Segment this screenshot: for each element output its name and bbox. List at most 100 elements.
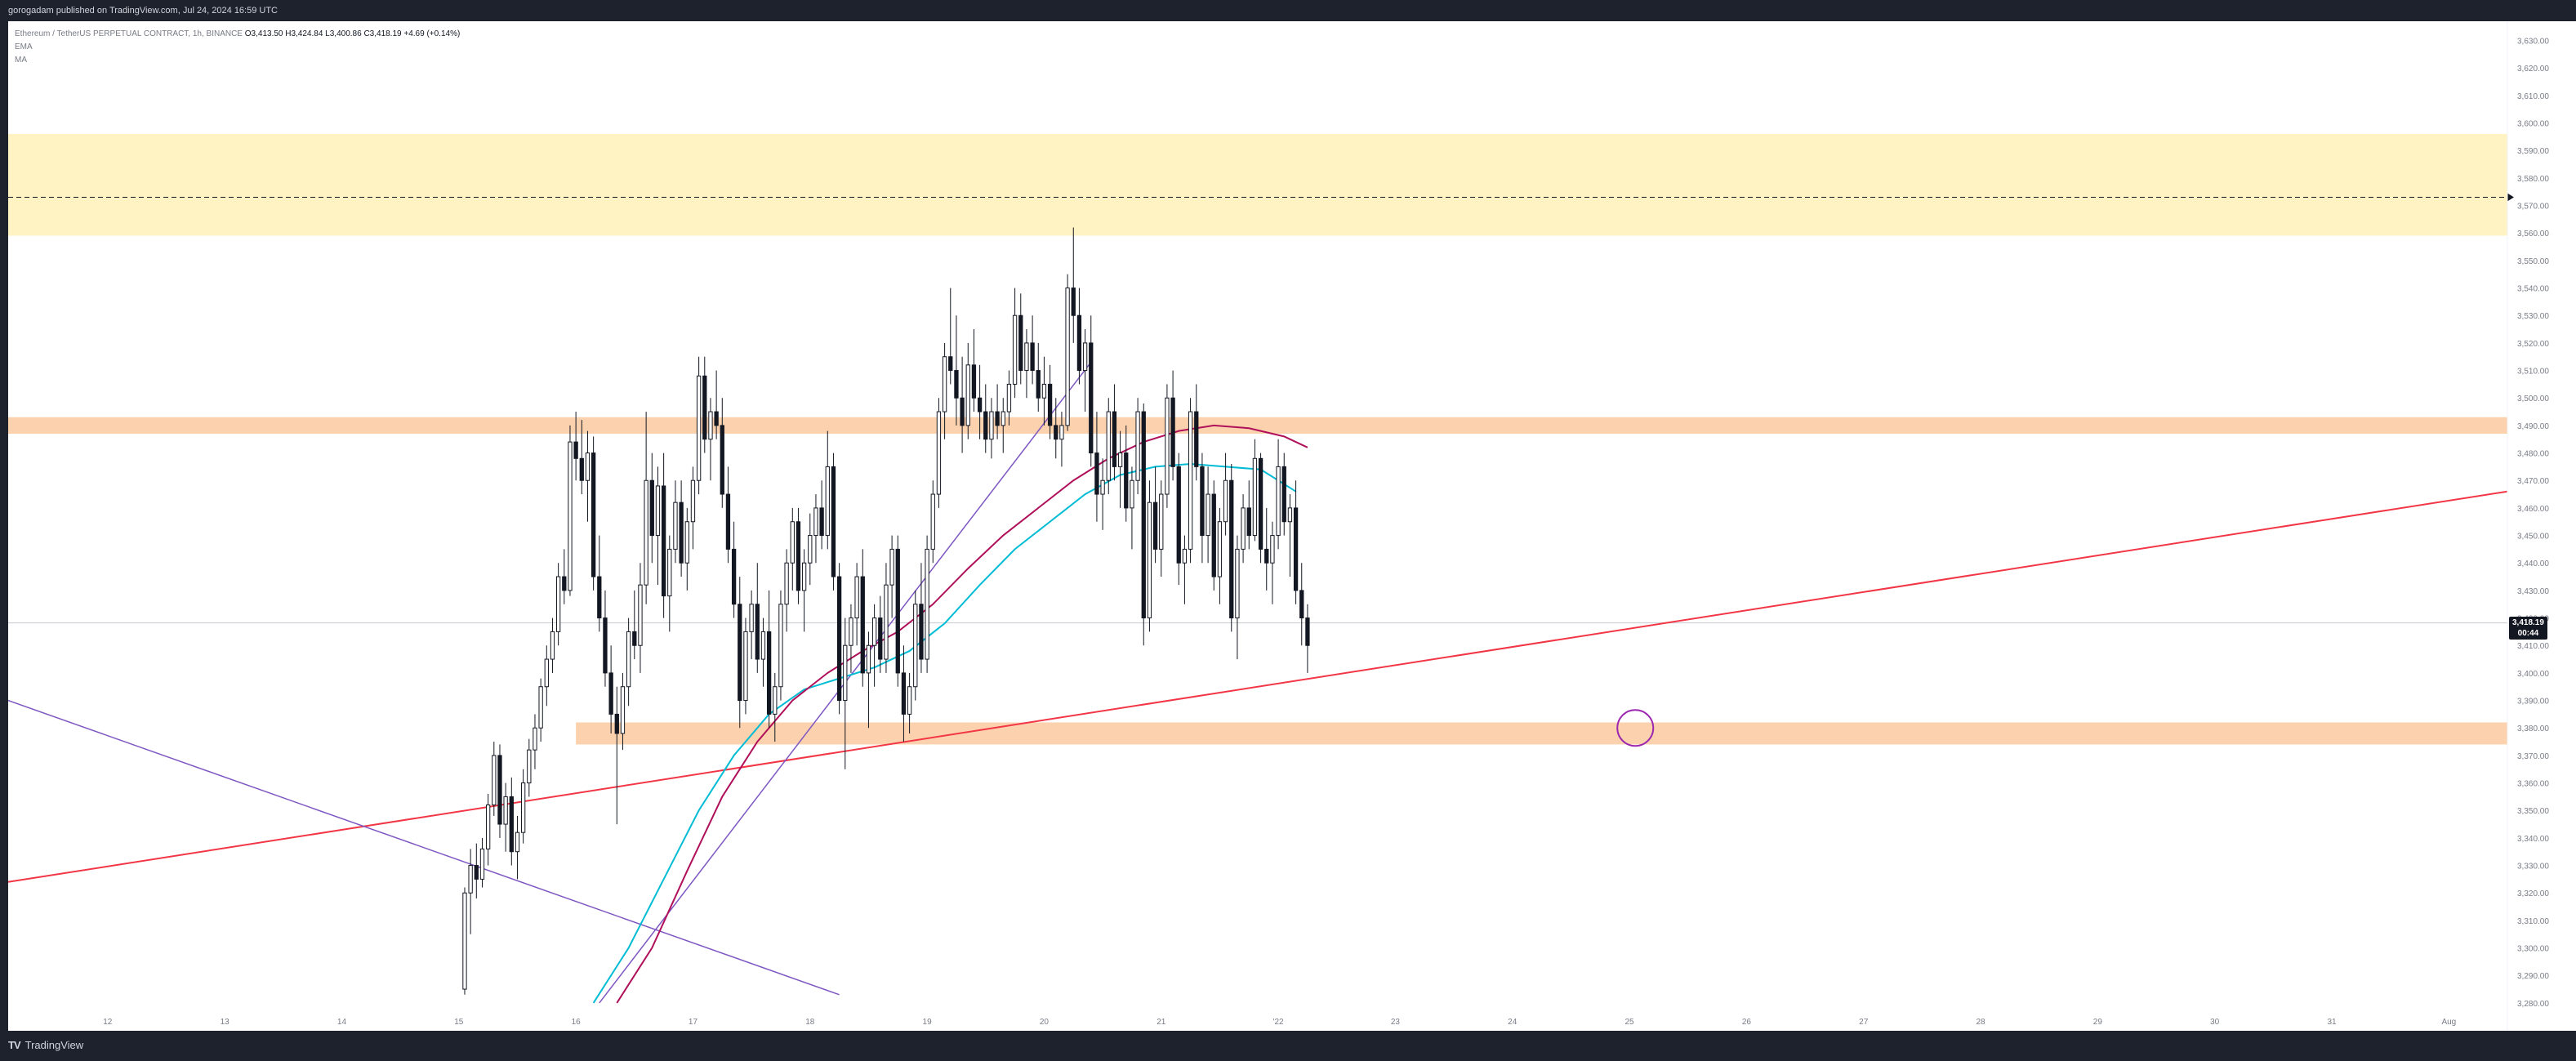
candle — [1001, 398, 1005, 453]
candle — [1299, 563, 1304, 646]
candle-body-up — [585, 452, 591, 481]
candle — [825, 430, 830, 550]
candle-body-down — [831, 466, 836, 577]
candle — [562, 549, 567, 604]
candle — [1270, 521, 1275, 604]
ema-legend-item[interactable]: EMA — [15, 42, 33, 51]
candle-body-up — [989, 411, 994, 440]
tradingview-logo-icon: TV — [8, 1039, 21, 1051]
candle-body-down — [1305, 617, 1310, 646]
candle-body-up — [825, 466, 830, 537]
candle-body-down — [720, 425, 724, 495]
brand-name: TradingView — [25, 1039, 84, 1051]
price-tick-label: 3,340.00 — [2517, 835, 2549, 844]
chart-area[interactable]: 3,280.00 3,290.00 3,300.00 3,310.00 3,320.00… — [8, 21, 2576, 1031]
time-tick-label: 12 — [103, 1018, 113, 1027]
candle-body-down — [738, 604, 742, 702]
candle-body-down — [1211, 493, 1216, 577]
candle-body-up — [492, 755, 497, 806]
candle — [1076, 288, 1082, 385]
time-tick-label: 18 — [805, 1018, 815, 1027]
candle-body-down — [649, 479, 654, 537]
candle — [773, 672, 778, 742]
candle-body-up — [667, 548, 672, 597]
candle-body-down — [971, 364, 977, 399]
candle-body-down — [1258, 457, 1263, 550]
candle — [462, 887, 467, 995]
candle-body-up — [907, 686, 912, 715]
candle-body-down — [597, 576, 602, 619]
price-tick-label: 3,450.00 — [2517, 533, 2549, 542]
candle — [913, 590, 918, 701]
ma-line — [616, 424, 1308, 1004]
candle — [568, 425, 573, 596]
footer-bar: TV TradingView — [0, 1031, 2576, 1061]
price-tick-label: 3,470.00 — [2517, 477, 2549, 486]
candle — [725, 466, 731, 564]
candle — [1141, 403, 1146, 646]
candle — [1094, 412, 1099, 522]
candle — [702, 356, 707, 453]
symbol-row[interactable]: Ethereum / TetherUS PERPETUAL CONTRACT, … — [15, 28, 460, 41]
price-tick-label: 3,550.00 — [2517, 257, 2549, 266]
candle — [520, 769, 526, 844]
price-tick-label: 3,600.00 — [2517, 120, 2549, 129]
candle-body-up — [1065, 288, 1070, 426]
candle — [895, 535, 900, 687]
candle-body-down — [661, 485, 666, 597]
candle — [1188, 398, 1193, 564]
candle-body-up — [1147, 502, 1152, 619]
candle-body-up — [1270, 535, 1275, 564]
candle — [527, 738, 532, 797]
candle — [1147, 480, 1152, 632]
candle — [1030, 315, 1035, 385]
candle-body-down — [614, 713, 619, 734]
candle-body-down — [1124, 452, 1129, 509]
price-tick-label: 3,300.00 — [2517, 945, 2549, 954]
candle — [714, 370, 719, 439]
ohlc-values: O3,413.50 H3,424.84 L3,400.86 C3,418.19 … — [244, 29, 461, 38]
candle — [515, 815, 520, 880]
candle-body-down — [1071, 288, 1076, 316]
candle — [1018, 293, 1023, 385]
time-tick-label: Aug — [2441, 1018, 2456, 1027]
time-tick-label: 23 — [1391, 1018, 1401, 1027]
candle — [860, 549, 865, 687]
candle — [778, 590, 783, 701]
candle-body-up — [866, 644, 871, 674]
candle — [1117, 430, 1123, 508]
candle-body-up — [1276, 466, 1281, 537]
candle-body-up — [849, 617, 853, 646]
candle — [731, 521, 737, 618]
candle-body-down — [1054, 425, 1058, 440]
candle-body-down — [836, 576, 842, 702]
time-tick-label: 15 — [454, 1018, 464, 1027]
candle — [790, 507, 795, 591]
candle-body-down — [954, 370, 959, 399]
ma-legend-item[interactable]: MA — [15, 56, 27, 65]
candle-body-up — [1287, 507, 1293, 523]
publish-info: gorogadam published on TradingView.com, … — [8, 6, 279, 16]
candle — [1054, 398, 1058, 459]
candle — [555, 563, 561, 646]
price-tick-label: 3,320.00 — [2517, 889, 2549, 898]
candle-body-up — [773, 686, 778, 715]
candle-body-down — [632, 631, 637, 646]
candle-body-up — [760, 631, 766, 660]
time-tick-label: 21 — [1157, 1018, 1166, 1027]
candle-body-down — [714, 411, 719, 426]
highlight-circle-marker — [1616, 709, 1655, 747]
candle — [1041, 356, 1047, 426]
price-chart[interactable]: 3,280.00 3,290.00 3,300.00 3,310.00 3,320.00… — [8, 21, 2576, 1031]
tradingview-brand[interactable]: TV TradingView — [8, 1039, 83, 1051]
candle — [509, 777, 514, 866]
candle-body-down — [1200, 466, 1205, 537]
candle-body-down — [960, 397, 965, 426]
time-tick-label: 26 — [1742, 1018, 1752, 1027]
candle — [503, 782, 508, 852]
candle-body-up — [1117, 452, 1123, 467]
candle — [796, 507, 801, 604]
price-tick-label: 3,360.00 — [2517, 780, 2549, 789]
candle — [960, 356, 965, 453]
candle — [492, 742, 497, 816]
